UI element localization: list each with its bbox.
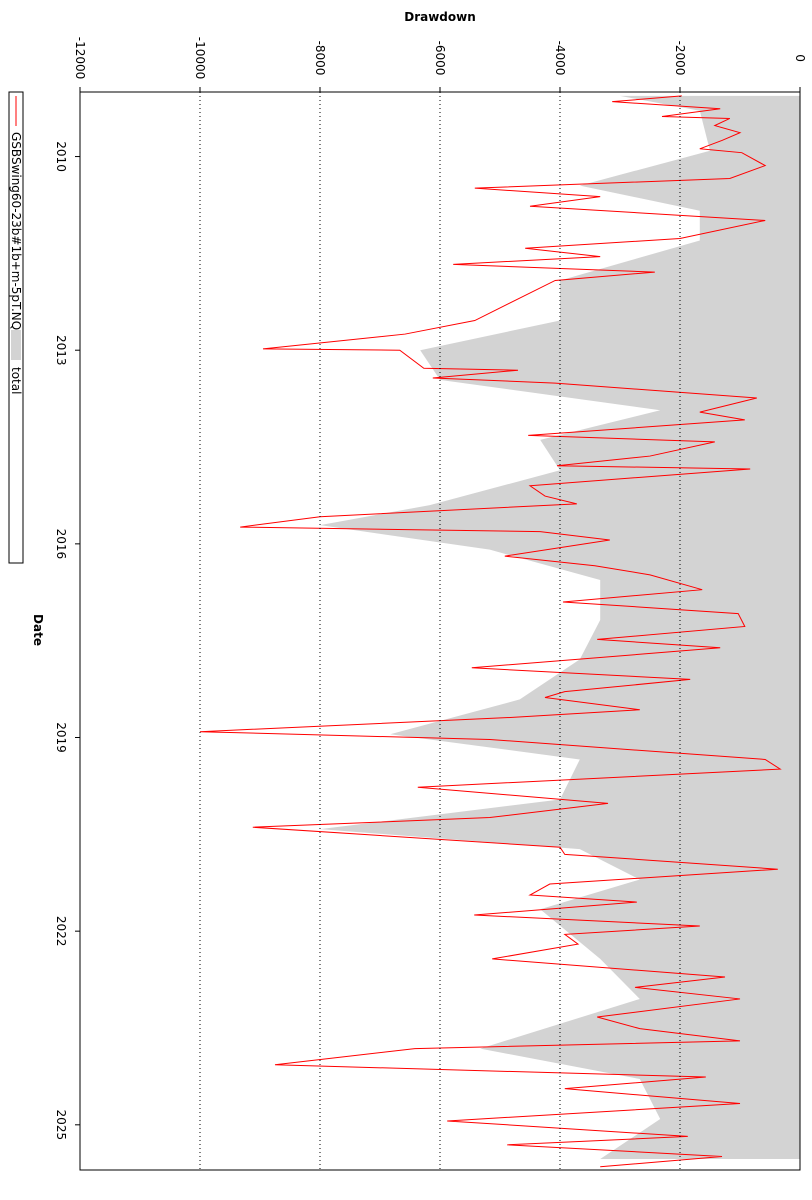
y-tick-label: -10000 — [193, 37, 207, 80]
legend-label: GSBSwing60-23b#1b+m-5pT.NQ — [9, 132, 23, 330]
legend-label: total — [9, 367, 23, 394]
y-tick-label: -12000 — [73, 37, 87, 80]
line — [199, 95, 782, 1168]
legend-swatch — [11, 330, 21, 360]
x-tick-label: 2010 — [54, 141, 68, 172]
x-tick-label: 2022 — [54, 916, 68, 947]
y-tick-label: -4000 — [553, 41, 567, 76]
y-tick-label: -2000 — [673, 41, 687, 76]
legend-box — [8, 91, 24, 564]
x-tick-label: 2025 — [54, 1110, 68, 1141]
y-tick-label: -6000 — [433, 41, 447, 76]
y-tick-label: 0 — [793, 54, 807, 62]
x-axis-label: Date — [31, 614, 45, 646]
x-tick-label: 2016 — [54, 529, 68, 560]
area — [320, 95, 800, 1160]
chart-title: Drawdown — [404, 10, 476, 24]
x-tick-label: 2013 — [54, 335, 68, 366]
x-tick-label: 2019 — [54, 722, 68, 753]
y-tick-label: -8000 — [313, 41, 327, 76]
